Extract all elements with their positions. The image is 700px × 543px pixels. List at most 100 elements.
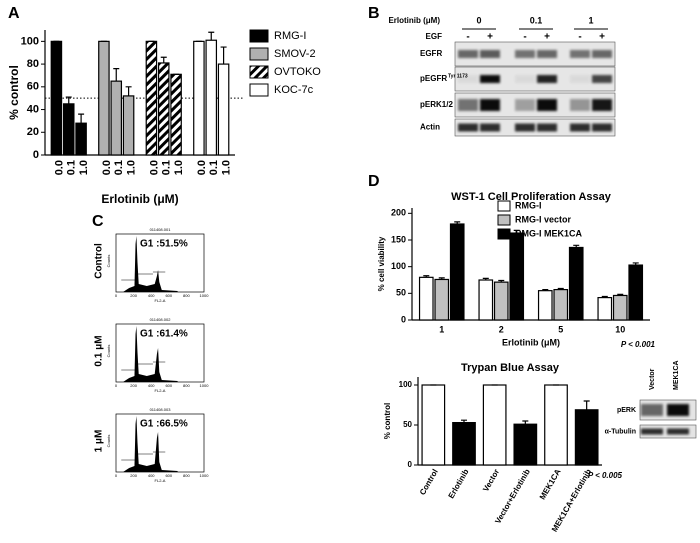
blot-row-label: pERK1/2 (420, 100, 453, 109)
histogram-g1: G1 :51.5% (140, 239, 188, 250)
blot-band (592, 75, 612, 83)
error-bar (65, 96, 72, 104)
x-tick-label: 1.0 (173, 160, 185, 175)
x-tick-label: 5 (558, 324, 563, 334)
bar (98, 40, 110, 156)
bar (75, 122, 87, 156)
x-tick-label: MEK1CA (538, 467, 563, 501)
y-tick-label: 100 (21, 35, 39, 47)
histogram-x-label: FL2-A (155, 478, 166, 483)
blot-lane: + (544, 32, 550, 43)
error-bar (482, 277, 489, 280)
blot-band (458, 123, 478, 132)
bar (574, 409, 599, 466)
blot-treatment: Erlotinib (μM) (388, 16, 440, 25)
histogram (123, 236, 178, 292)
x-tick-label: 0.0 (101, 160, 113, 175)
error-bar (78, 113, 85, 124)
blot-band (537, 99, 557, 111)
x-tick-label: Vector+Erlotinib (493, 467, 532, 525)
blot-band (458, 50, 478, 58)
x-tick-label: 0.0 (196, 160, 208, 175)
bar (157, 62, 170, 156)
x-tick-label: 0.1 (208, 160, 220, 175)
legend-swatch (497, 214, 511, 226)
histogram-file: 011408.002 (150, 317, 172, 322)
bar (217, 63, 230, 156)
histogram-tick: 0 (115, 293, 118, 298)
bar (544, 384, 568, 466)
histogram-file: 011408.003 (150, 407, 172, 412)
x-tick-label: Control (418, 468, 440, 497)
histogram-tick: 0 (115, 383, 118, 388)
histogram-y-label: Counts (106, 435, 111, 448)
legend-label: RMG-I (515, 200, 542, 210)
x-tick-label: 0.1 (113, 160, 125, 175)
bar (478, 279, 494, 321)
error-bar (573, 244, 580, 248)
annotation: P < 0.005 (588, 471, 623, 480)
y-axis-label: % control (7, 65, 21, 120)
bar (509, 232, 525, 321)
blot-band (537, 123, 557, 132)
blot-band (480, 75, 500, 83)
histogram-frame (115, 323, 205, 383)
condition-label: 0.1 μM (94, 335, 105, 366)
y-tick-label: 40 (27, 103, 39, 115)
legend-swatch (249, 47, 269, 61)
chart-title: Trypan Blue Assay (461, 362, 560, 374)
histogram-x-label: FL2-A (155, 388, 166, 393)
histogram-tick: 800 (183, 383, 190, 388)
blot-band (592, 123, 612, 132)
small-blot-row: α-Tubulin (605, 428, 636, 435)
panel-label: A (8, 5, 20, 22)
histogram-tick: 200 (130, 473, 137, 478)
x-tick-label: Erlotinib (447, 467, 471, 500)
histogram-tick: 400 (148, 293, 155, 298)
error-bar (513, 229, 520, 234)
legend-label: KOC-7c (274, 84, 314, 96)
blot-band (515, 50, 535, 58)
y-tick-label: 100 (399, 380, 413, 389)
histogram-g1: G1 :66.5% (140, 419, 188, 430)
blot-band (515, 75, 535, 83)
histogram-tick: 800 (183, 293, 190, 298)
error-bar (632, 262, 639, 266)
x-tick-label: 0.0 (148, 160, 160, 175)
blot-egf: EGF (426, 32, 443, 41)
bar (449, 223, 465, 321)
legend-swatch (249, 83, 269, 97)
bar (50, 40, 63, 156)
small-blot-lane: Vector (649, 368, 656, 390)
bar (145, 40, 158, 156)
error-bar (461, 419, 467, 423)
bar (513, 423, 538, 466)
bar (122, 95, 135, 156)
histogram-frame (115, 233, 205, 293)
x-tick-label: 0.1 (66, 160, 78, 175)
blot-band (458, 99, 478, 111)
error-bar (601, 295, 608, 298)
y-tick-label: 0 (408, 460, 413, 469)
x-tick-label: 2 (499, 324, 504, 334)
y-axis-label: % control (383, 403, 392, 439)
x-tick-label: 0.1 (161, 160, 173, 175)
legend-label: RMG-I (274, 30, 306, 42)
bar (493, 281, 509, 321)
bar (193, 40, 205, 156)
y-tick-label: 60 (27, 81, 39, 93)
gate-markers (121, 271, 166, 281)
blot-dose: 1 (588, 15, 593, 25)
error-bar (423, 275, 430, 278)
y-tick-label: 150 (391, 234, 406, 244)
legend-swatch (249, 65, 269, 79)
x-tick-label: 1 (439, 324, 444, 334)
x-tick-label: Vector (481, 468, 501, 494)
histogram-y-label: Counts (106, 345, 111, 358)
blot-lane: - (523, 32, 526, 43)
histogram-frame (115, 413, 205, 473)
histogram-tick: 400 (148, 473, 155, 478)
error-bar (522, 420, 529, 425)
blot-lane: - (466, 32, 469, 43)
